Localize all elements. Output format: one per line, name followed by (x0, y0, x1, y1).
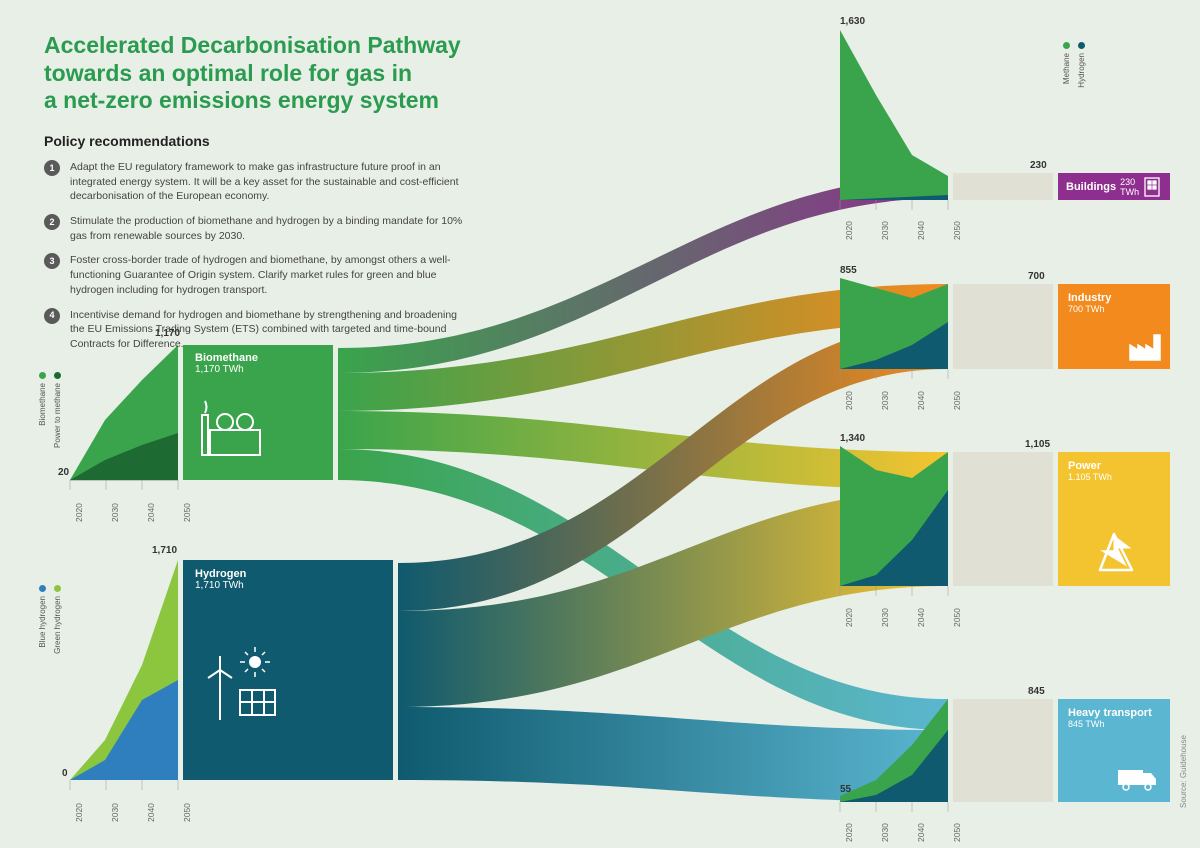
axis-year: 2050 (182, 503, 192, 522)
hydrogen-legend: Blue hydrogen Green hydrogen (38, 585, 62, 654)
hyd-end-val: 1,710 (152, 545, 177, 556)
source-credit: Source: Guidehouse (1179, 735, 1188, 808)
industry-label: Industry700 TWh (1058, 284, 1170, 369)
transport-start: 55 (840, 784, 851, 795)
axis-year: 2040 (916, 608, 926, 627)
axis-year: 2020 (844, 391, 854, 410)
buildings-label: Buildings 230 TWh (1058, 173, 1148, 200)
hydrogen-chart (70, 560, 178, 790)
axis-year: 2050 (952, 608, 962, 627)
axis-year: 2020 (844, 608, 854, 627)
axis-year: 2050 (182, 803, 192, 822)
top-legend: Methane Hydrogen (1062, 42, 1086, 88)
axis-year: 2020 (844, 221, 854, 240)
transport-label: Heavy transport845 TWh (1058, 699, 1170, 802)
industry-start: 855 (840, 265, 857, 276)
buildings-end: 230 (1030, 160, 1047, 171)
axis-year: 2040 (146, 803, 156, 822)
hyd-start-val: 0 (62, 768, 68, 779)
buildings-start: 1,630 (840, 16, 865, 27)
axis-year: 2020 (844, 823, 854, 842)
axis-year: 2050 (952, 391, 962, 410)
hydrogen-label: Hydrogen1,710 TWh (195, 568, 246, 591)
axis-year: 2040 (916, 823, 926, 842)
recommendations-list: 1Adapt the EU regulatory framework to ma… (44, 160, 464, 362)
axis-year: 2040 (146, 503, 156, 522)
axis-year: 2020 (74, 503, 84, 522)
axis-year: 2030 (880, 391, 890, 410)
power-label: Power1.105 TWh (1058, 452, 1170, 586)
policy-heading: Policy recommendations (44, 133, 210, 149)
axis-year: 2020 (74, 803, 84, 822)
rec-2: 2Stimulate the production of biomethane … (44, 214, 464, 243)
axis-year: 2030 (110, 503, 120, 522)
axis-year: 2050 (952, 823, 962, 842)
industry-chart (840, 278, 948, 379)
axis-year: 2050 (952, 221, 962, 240)
power-end: 1,105 (1025, 439, 1050, 450)
hydrogen-block (183, 560, 393, 780)
sankey-canvas (0, 0, 1200, 848)
industry-end: 700 (1028, 271, 1045, 282)
bio-end-val: 1,170 (155, 328, 180, 339)
biomethane-label: Biomethane1,170 TWh (195, 352, 258, 375)
axis-year: 2030 (880, 823, 890, 842)
rec-4: 4Incentivise demand for hydrogen and bio… (44, 308, 464, 352)
transport-end: 845 (1028, 686, 1045, 697)
axis-year: 2030 (880, 221, 890, 240)
bio-start-val: 20 (58, 467, 69, 478)
biomethane-chart (70, 345, 178, 490)
axis-year: 2040 (916, 221, 926, 240)
axis-year: 2040 (916, 391, 926, 410)
axis-year: 2030 (880, 608, 890, 627)
page-title: Accelerated Decarbonisation Pathway towa… (44, 32, 461, 115)
biomethane-legend: Biomethane Power to methane (38, 372, 62, 448)
rec-1: 1Adapt the EU regulatory framework to ma… (44, 160, 464, 204)
power-start: 1,340 (840, 433, 865, 444)
axis-year: 2030 (110, 803, 120, 822)
rec-3: 3Foster cross-border trade of hydrogen a… (44, 253, 464, 297)
buildings-chart (840, 30, 948, 210)
